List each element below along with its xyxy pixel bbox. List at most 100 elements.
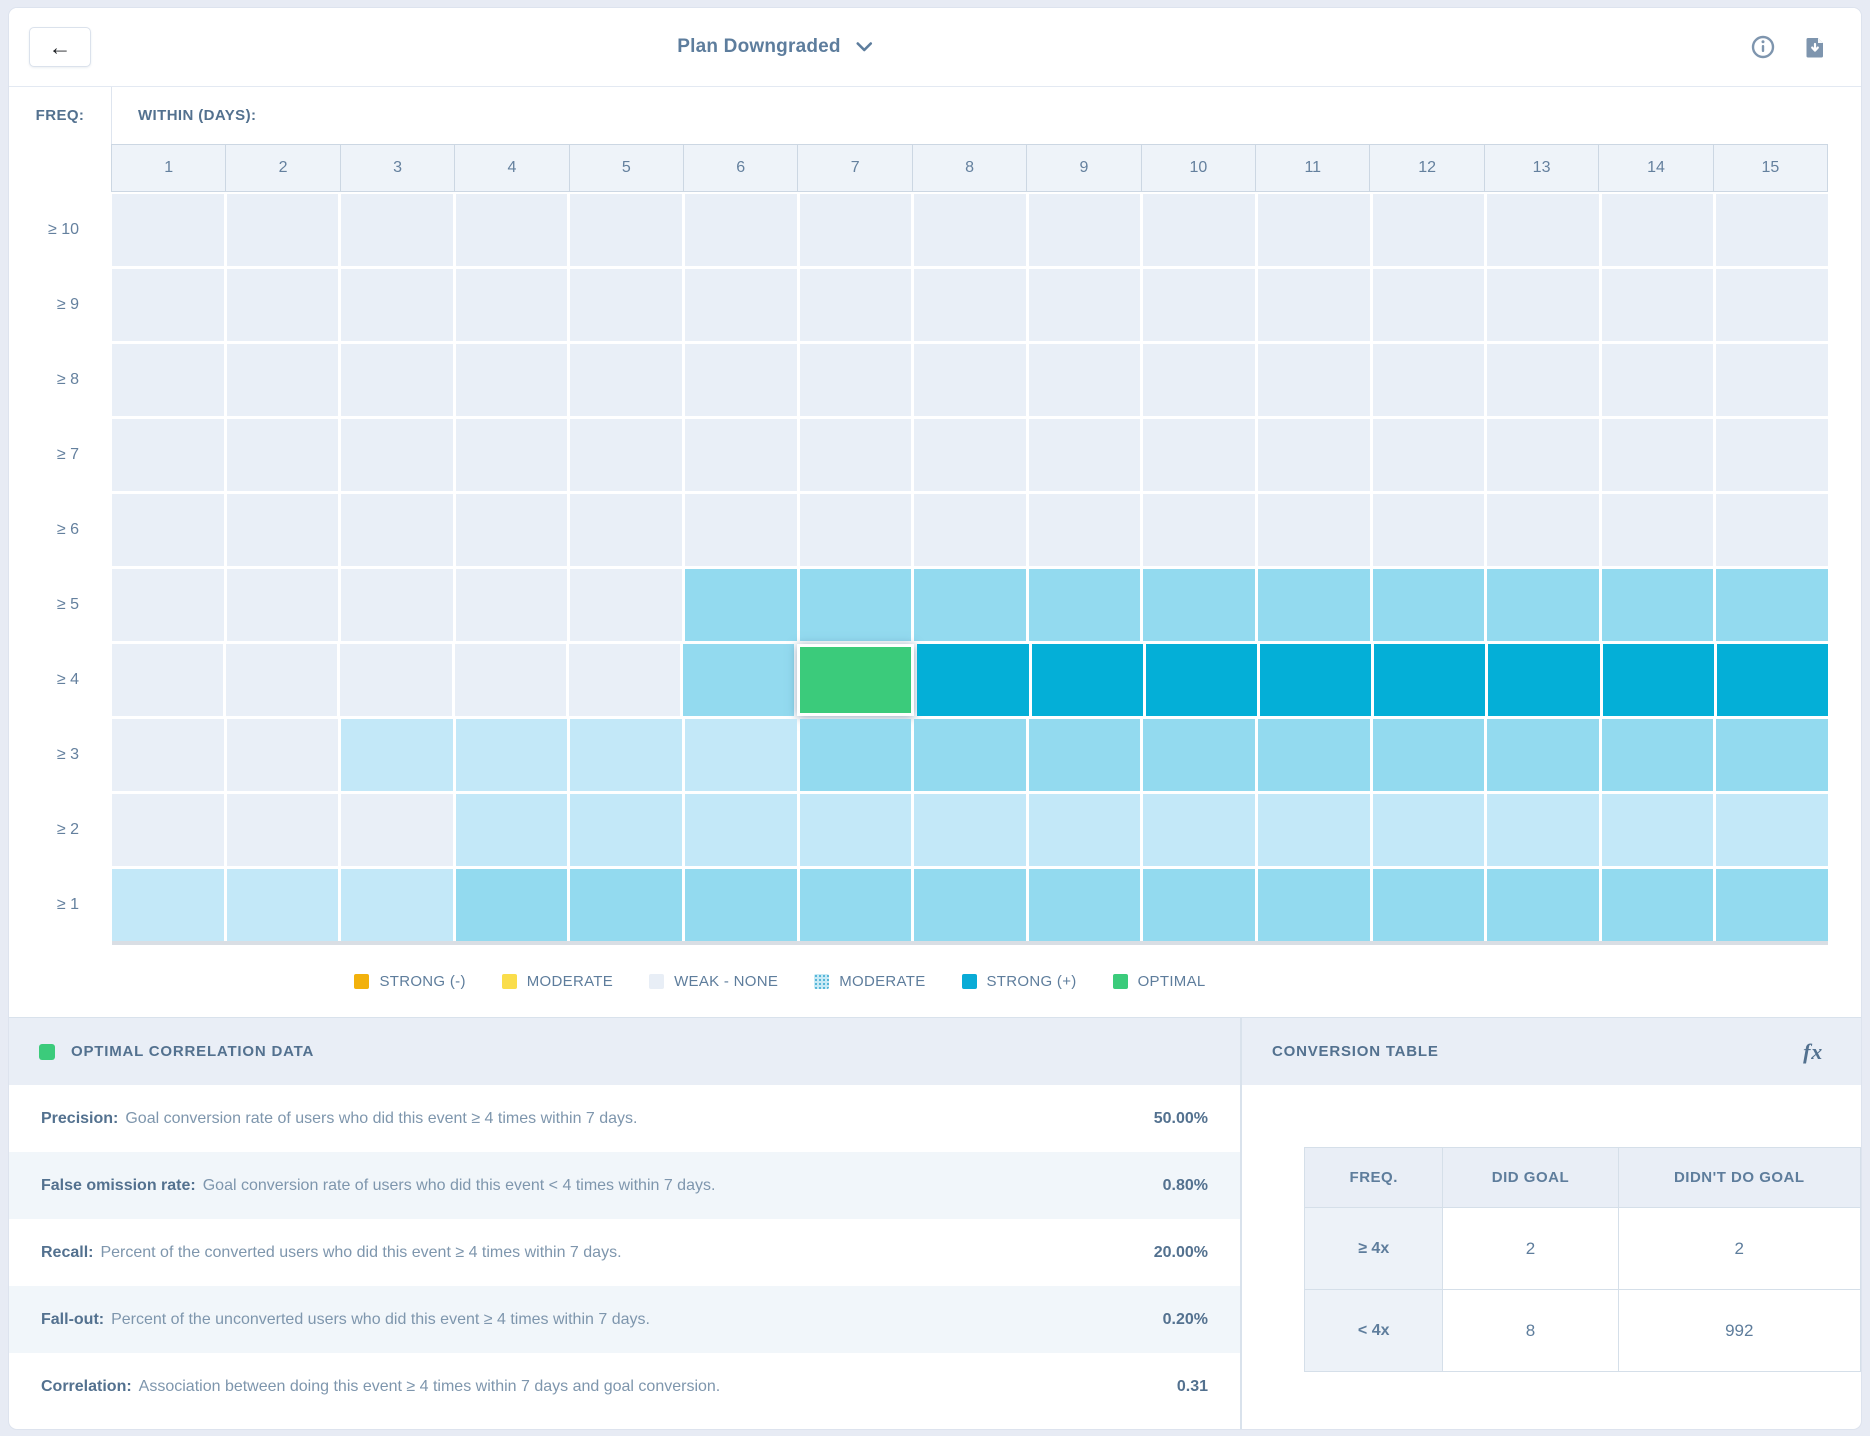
heatmap-cell[interactable] (1028, 419, 1141, 491)
heatmap-cell[interactable] (1145, 644, 1258, 716)
heatmap-cell[interactable] (1716, 194, 1828, 266)
heatmap-cell[interactable] (1260, 644, 1372, 716)
heatmap-cell[interactable] (917, 644, 1029, 716)
heatmap-cell[interactable] (226, 269, 339, 341)
event-selector[interactable]: Plan Downgraded (677, 8, 873, 86)
heatmap-cell[interactable] (684, 419, 797, 491)
heatmap-cell[interactable] (455, 869, 568, 941)
heatmap-cell[interactable] (226, 344, 339, 416)
heatmap-cell[interactable] (1716, 569, 1828, 641)
heatmap-cell[interactable] (1028, 269, 1141, 341)
heatmap-cell[interactable] (226, 869, 339, 941)
heatmap-cell[interactable] (226, 194, 339, 266)
heatmap-cell[interactable] (455, 494, 568, 566)
heatmap-cell[interactable] (914, 194, 1026, 266)
heatmap-cell[interactable] (683, 644, 795, 716)
heatmap-cell[interactable] (570, 344, 682, 416)
heatmap-cell[interactable] (226, 644, 338, 716)
heatmap-cell[interactable] (1257, 869, 1370, 941)
heatmap-cell[interactable] (1372, 719, 1485, 791)
heatmap-cell[interactable] (1143, 194, 1255, 266)
heatmap-cell[interactable] (570, 569, 682, 641)
heatmap-cell[interactable] (1602, 644, 1714, 716)
heatmap-cell[interactable] (455, 269, 568, 341)
heatmap-cell[interactable] (684, 794, 797, 866)
heatmap-cell[interactable] (112, 494, 224, 566)
formula-fx-icon[interactable]: fx (1803, 1038, 1823, 1064)
heatmap-cell[interactable] (1372, 194, 1485, 266)
heatmap-cell[interactable] (1374, 644, 1486, 716)
heatmap-cell[interactable] (1028, 794, 1141, 866)
heatmap-cell[interactable] (1257, 269, 1370, 341)
heatmap-cell[interactable] (341, 869, 453, 941)
heatmap-cell[interactable] (112, 419, 224, 491)
heatmap-cell[interactable] (455, 344, 568, 416)
heatmap-cell[interactable] (226, 794, 339, 866)
heatmap-cell[interactable] (1257, 194, 1370, 266)
heatmap-cell[interactable] (914, 269, 1026, 341)
heatmap-cell[interactable] (1487, 419, 1599, 491)
heatmap-cell[interactable] (1143, 419, 1255, 491)
heatmap-cell[interactable] (799, 344, 912, 416)
heatmap-cell[interactable] (1487, 344, 1599, 416)
heatmap-cell[interactable] (112, 269, 224, 341)
heatmap-cell[interactable] (1143, 269, 1255, 341)
heatmap-cell[interactable] (1257, 419, 1370, 491)
heatmap-cell[interactable] (455, 794, 568, 866)
heatmap-cell[interactable] (112, 344, 224, 416)
heatmap-cell[interactable] (1257, 344, 1370, 416)
heatmap-cell[interactable] (1028, 494, 1141, 566)
heatmap-cell[interactable] (226, 419, 339, 491)
heatmap-cell[interactable] (1601, 344, 1714, 416)
heatmap-cell[interactable] (799, 419, 912, 491)
heatmap-cell[interactable] (684, 344, 797, 416)
heatmap-cell[interactable] (1716, 269, 1828, 341)
heatmap-cell[interactable] (1028, 869, 1141, 941)
heatmap-cell[interactable] (341, 344, 453, 416)
heatmap-cell[interactable] (1257, 719, 1370, 791)
heatmap-cell[interactable] (1716, 494, 1828, 566)
heatmap-cell[interactable] (568, 644, 681, 716)
heatmap-cell[interactable] (1372, 569, 1485, 641)
heatmap-cell[interactable] (1601, 494, 1714, 566)
heatmap-cell[interactable] (341, 494, 453, 566)
heatmap-cell[interactable] (1257, 569, 1370, 641)
heatmap-cell[interactable] (455, 569, 568, 641)
heatmap-cell[interactable] (340, 644, 452, 716)
heatmap-cell[interactable] (1487, 869, 1599, 941)
heatmap-cell[interactable] (1716, 794, 1828, 866)
heatmap-cell[interactable] (455, 419, 568, 491)
heatmap-cell[interactable] (1601, 419, 1714, 491)
heatmap-cell[interactable] (914, 494, 1026, 566)
heatmap-cell[interactable] (914, 719, 1026, 791)
heatmap-cell[interactable] (1716, 644, 1829, 716)
heatmap-cell[interactable] (570, 719, 682, 791)
heatmap-cell[interactable] (799, 719, 912, 791)
heatmap-cell[interactable] (1143, 569, 1255, 641)
heatmap-cell[interactable] (1716, 719, 1828, 791)
heatmap-cell[interactable] (1601, 194, 1714, 266)
heatmap-cell[interactable] (226, 719, 339, 791)
heatmap-cell[interactable] (684, 569, 797, 641)
heatmap-cell[interactable] (1372, 494, 1485, 566)
heatmap-cell[interactable] (1143, 494, 1255, 566)
heatmap-cell[interactable] (1601, 269, 1714, 341)
heatmap-cell[interactable] (914, 869, 1026, 941)
heatmap-cell[interactable] (570, 419, 682, 491)
heatmap-cell[interactable] (799, 269, 912, 341)
heatmap-cell[interactable] (570, 794, 682, 866)
heatmap-cell[interactable] (1487, 269, 1599, 341)
heatmap-cell[interactable] (799, 494, 912, 566)
heatmap-cell[interactable] (1487, 569, 1599, 641)
heatmap-cell-optimal[interactable] (797, 644, 915, 716)
heatmap-cell[interactable] (455, 719, 568, 791)
heatmap-cell[interactable] (341, 194, 453, 266)
heatmap-cell[interactable] (1372, 269, 1485, 341)
heatmap-cell[interactable] (455, 194, 568, 266)
heatmap-cell[interactable] (799, 869, 912, 941)
heatmap-cell[interactable] (341, 419, 453, 491)
heatmap-cell[interactable] (914, 419, 1026, 491)
heatmap-cell[interactable] (112, 194, 224, 266)
heatmap-cell[interactable] (799, 794, 912, 866)
heatmap-cell[interactable] (684, 269, 797, 341)
